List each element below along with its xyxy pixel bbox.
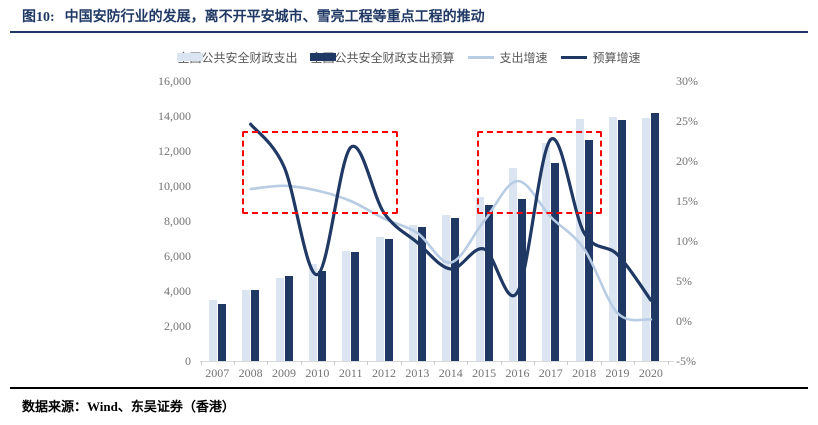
- figure-title-text: 中国安防行业的发展，离不开平安城市、雪亮工程等重点工程的推动: [64, 10, 485, 25]
- left-axis-tick-label: 16,000: [158, 74, 191, 88]
- left-axis-tick-label: 12,000: [158, 144, 191, 158]
- bar-budget-2015: [484, 204, 493, 361]
- bar-expenditure-2010: [308, 264, 317, 361]
- x-axis-tick: [667, 361, 669, 365]
- legend-item: 支出增速: [467, 49, 548, 66]
- bar-expenditure-2015: [475, 196, 484, 361]
- highlight-box-2015-2018: [477, 131, 602, 214]
- figure-title: 图10: 中国安防行业的发展，离不开平安城市、雪亮工程等重点工程的推动: [22, 8, 802, 28]
- left-axis-tick-label: 6,000: [164, 249, 191, 263]
- bar-expenditure-2014: [442, 214, 451, 361]
- x-axis-tick: [334, 361, 336, 365]
- bar-budget-2009: [284, 276, 293, 361]
- legend-item: 预算增速: [560, 49, 641, 66]
- bar-expenditure-2007: [208, 299, 217, 361]
- right-axis-tick-label: 0%: [676, 314, 692, 328]
- bar-budget-2016: [517, 199, 526, 361]
- x-axis-label: 2017: [538, 366, 563, 380]
- left-axis-tick-label: 10,000: [158, 179, 191, 193]
- x-axis-tick: [467, 361, 469, 365]
- bar-budget-2014: [451, 218, 460, 361]
- x-axis-tick: [300, 361, 302, 365]
- right-axis-tick-label: 5%: [676, 274, 692, 288]
- x-axis-label: 2009: [272, 366, 296, 380]
- bar-expenditure-2008: [242, 289, 251, 361]
- x-axis-tick: [434, 361, 436, 365]
- bar-budget-2020: [651, 112, 660, 361]
- x-axis-label: 2020: [638, 366, 663, 380]
- right-axis-tick-label: 20%: [676, 154, 698, 168]
- x-axis-label: 2010: [305, 366, 330, 380]
- bar-budget-2008: [251, 289, 260, 361]
- bar-budget-2011: [351, 251, 360, 361]
- title-divider: [10, 31, 808, 33]
- left-axis-tick-label: 8,000: [164, 214, 191, 228]
- bar-expenditure-2020: [642, 118, 651, 361]
- bar-expenditure-2009: [275, 277, 284, 361]
- bar-expenditure-2013: [408, 224, 417, 361]
- bar-budget-2012: [384, 239, 393, 361]
- data-source: 数据来源：Wind、东吴证券（香港）: [22, 399, 235, 414]
- x-axis-tick: [567, 361, 569, 365]
- left-axis-tick-label: 14,000: [158, 109, 191, 123]
- x-axis-tick: [233, 361, 235, 365]
- x-axis-label: 2012: [372, 366, 397, 380]
- right-axis-tick-label: 30%: [676, 74, 698, 88]
- legend-bar-swatch: [310, 53, 337, 61]
- highlight-box-2008-2012: [241, 131, 399, 214]
- right-axis-tick-label: 10%: [676, 234, 698, 248]
- legend-line-swatch: [560, 55, 587, 59]
- bar-budget-2019: [618, 120, 626, 361]
- x-axis-tick: [600, 361, 602, 365]
- right-axis-tick-label: 15%: [676, 194, 698, 208]
- x-axis-label: 2016: [505, 366, 530, 380]
- bar-expenditure-2019: [609, 117, 617, 361]
- x-axis-tick: [267, 361, 269, 365]
- bar-budget-2007: [217, 303, 226, 361]
- legend-label: 全国公共安全财政支出: [177, 50, 298, 65]
- x-axis-label: 2015: [472, 366, 497, 380]
- x-axis-label: 2011: [338, 366, 363, 380]
- x-axis-tick: [534, 361, 536, 365]
- x-axis-label: 2019: [605, 366, 630, 380]
- right-axis-tick-label: 25%: [676, 114, 698, 128]
- chart-legend: 全国公共安全财政支出 全国公共安全财政支出预算 支出增速 预算增速: [0, 49, 818, 65]
- left-axis-tick-label: 4,000: [164, 284, 191, 298]
- x-axis-tick: [367, 361, 369, 365]
- x-axis-tick: [400, 361, 402, 365]
- bar-expenditure-2011: [342, 250, 351, 361]
- x-axis-label: 2007: [205, 366, 230, 380]
- legend-item: 全国公共安全财政支出预算: [310, 49, 455, 66]
- footer-divider: [10, 387, 808, 389]
- x-axis-label: 2014: [438, 366, 463, 380]
- x-axis-label: 2018: [572, 366, 597, 380]
- x-axis-tick: [500, 361, 502, 365]
- legend-bar-swatch: [177, 53, 204, 61]
- legend-label: 预算增速: [592, 50, 641, 65]
- legend-item: 全国公共安全财政支出: [177, 49, 297, 66]
- bar-budget-2010: [317, 270, 326, 361]
- figure-label: 图10:: [22, 10, 55, 25]
- bar-budget-2013: [417, 227, 426, 361]
- right-axis-tick-label: -5%: [676, 354, 696, 368]
- bar-expenditure-2012: [375, 236, 384, 361]
- x-axis-label: 2013: [405, 366, 430, 380]
- x-axis-tick: [634, 361, 636, 365]
- left-axis-tick-label: 0: [185, 354, 191, 368]
- x-axis-line: [200, 361, 674, 362]
- legend-label: 全国公共安全财政支出预算: [310, 50, 455, 65]
- x-axis-label: 2008: [238, 366, 263, 380]
- legend-label: 支出增速: [499, 50, 548, 65]
- legend-line-swatch: [467, 55, 494, 59]
- left-axis-tick-label: 2,000: [164, 319, 191, 333]
- x-axis-tick: [200, 361, 202, 365]
